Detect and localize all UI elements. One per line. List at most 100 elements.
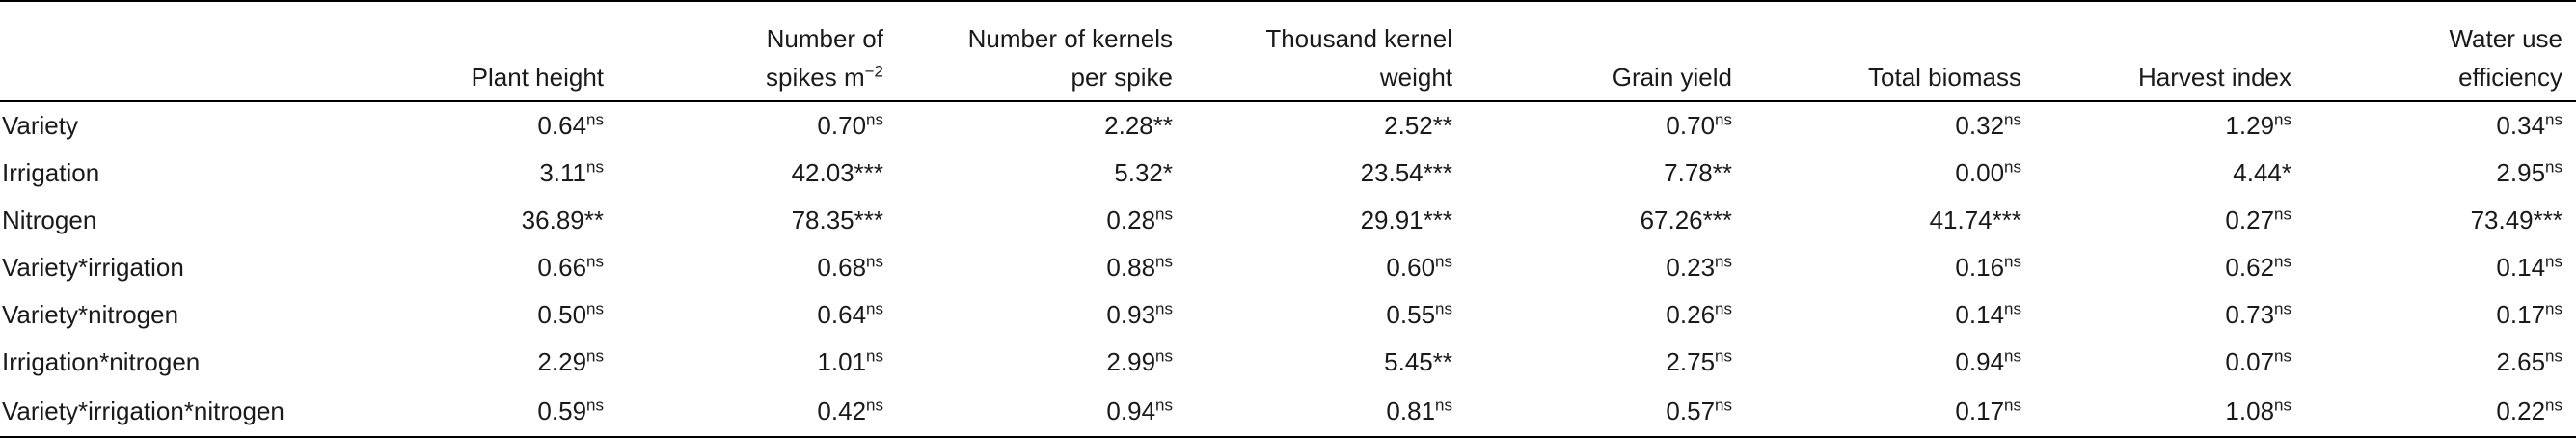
- table-body: Variety 0.64ns 0.70ns 2.28** 2.52** 0.70ns 0.3…: [0, 101, 2576, 438]
- significance-mark: ns: [2004, 346, 2021, 366]
- cell-value: 0.55: [1386, 300, 1436, 329]
- table-cell: 7.78**: [1466, 150, 1746, 197]
- cell-value: 0.62: [2225, 253, 2275, 282]
- table-cell: 0.28ns: [897, 197, 1186, 244]
- header-water-use-efficiency: Water use efficiency: [2305, 0, 2576, 102]
- row-label: Nitrogen: [2, 205, 97, 234]
- significance-mark: ns: [2274, 395, 2291, 414]
- significance-mark: ns: [586, 299, 604, 318]
- row-label: Irrigation: [2, 158, 100, 187]
- significance-mark: ns: [1435, 395, 1452, 414]
- header-exponent: −2: [864, 62, 883, 81]
- table-cell: 0.66ns: [366, 244, 617, 291]
- cell-value: 0.28: [1106, 205, 1156, 234]
- significance-mark: **: [583, 205, 604, 234]
- header-line1: Thousand kernel: [1265, 24, 1452, 53]
- table-cell: 78.35***: [617, 197, 897, 244]
- significance-mark: ns: [2274, 299, 2291, 318]
- table-cell: 0.68ns: [617, 244, 897, 291]
- cell-value: 0.94: [1106, 396, 1156, 425]
- cell-value: 1.29: [2225, 111, 2275, 140]
- table-cell: 1.29ns: [2035, 101, 2305, 150]
- table-cell: 2.28**: [897, 101, 1186, 150]
- table-cell: 0.50ns: [366, 291, 617, 339]
- cell-value: 0.17: [1955, 396, 2005, 425]
- cell-value: 1.01: [817, 347, 867, 376]
- significance-mark: ns: [2545, 110, 2562, 129]
- cell-value: 0.60: [1386, 253, 1436, 282]
- cell-value: 2.29: [537, 347, 587, 376]
- significance-mark: ns: [1155, 252, 1173, 271]
- table-cell: 0.42ns: [617, 386, 897, 438]
- header-thousand-kernel-weight: Thousand kernel weight: [1186, 0, 1466, 102]
- table-cell: 0.23ns: [1466, 244, 1746, 291]
- significance-mark: ns: [2004, 110, 2021, 129]
- table-cell: 0.57ns: [1466, 386, 1746, 438]
- significance-mark: ns: [1715, 299, 1732, 318]
- header-plant-height: Plant height: [366, 0, 617, 102]
- table-cell: 4.44*: [2035, 150, 2305, 197]
- table-cell: 0.26ns: [1466, 291, 1746, 339]
- cell-value: 0.73: [2225, 300, 2275, 329]
- cell-value: 2.95: [2496, 158, 2546, 187]
- table-cell: 0.16ns: [1746, 244, 2035, 291]
- significance-mark: ***: [1423, 205, 1452, 234]
- significance-mark: ns: [2545, 157, 2562, 177]
- significance-mark: ns: [586, 346, 604, 366]
- significance-mark: **: [1712, 158, 1732, 187]
- table-cell: 0.34ns: [2305, 101, 2576, 150]
- significance-mark: ns: [1155, 205, 1173, 224]
- significance-mark: ns: [866, 395, 883, 414]
- table-cell: 0.94ns: [897, 386, 1186, 438]
- header-line2: Plant height: [471, 63, 604, 92]
- table-cell: 0.64ns: [366, 101, 617, 150]
- cell-value: 2.52: [1384, 111, 1433, 140]
- cell-value: 4.44: [2233, 158, 2282, 187]
- cell-value: 2.65: [2496, 347, 2546, 376]
- cell-value: 1.08: [2225, 396, 2275, 425]
- table-cell: 0.93ns: [897, 291, 1186, 339]
- table-cell: 2.52**: [1186, 101, 1466, 150]
- table-cell: 0.27ns: [2035, 197, 2305, 244]
- header-line1: Number of kernels: [967, 24, 1173, 53]
- table-cell: 0.17ns: [1746, 386, 2035, 438]
- header-line1: Number of: [766, 24, 883, 53]
- header-line2: Harvest index: [2138, 63, 2291, 92]
- cell-value: 0.34: [2496, 111, 2546, 140]
- cell-value: 3.11: [539, 158, 587, 187]
- cell-value: 2.75: [1666, 347, 1716, 376]
- header-total-biomass: Total biomass: [1746, 0, 2035, 102]
- cell-value: 0.68: [817, 253, 867, 282]
- table-row: Irrigation 3.11ns 42.03*** 5.32* 23.54*** 7.7…: [0, 150, 2576, 197]
- cell-value: 0.70: [817, 111, 867, 140]
- significance-mark: ns: [2545, 395, 2562, 414]
- cell-value: 0.88: [1106, 253, 1156, 282]
- table-row: Variety*irrigation*nitrogen 0.59ns 0.42ns 0…: [0, 386, 2576, 438]
- table-row: Variety*irrigation 0.66ns 0.68ns 0.88ns 0.60…: [0, 244, 2576, 291]
- row-label: Variety*irrigation*nitrogen: [0, 386, 366, 438]
- header-stub: [0, 0, 366, 102]
- cell-value: 42.03: [791, 158, 854, 187]
- table-cell: 0.32ns: [1746, 101, 2035, 150]
- header-kernels-per-spike: Number of kernels per spike: [897, 0, 1186, 102]
- significance-mark: **: [1432, 111, 1452, 140]
- header-spikes: Number of spikes m−2: [617, 0, 897, 102]
- table-row: Variety*nitrogen 0.50ns 0.64ns 0.93ns 0.55ns…: [0, 291, 2576, 339]
- cell-value: 0.16: [1955, 253, 2005, 282]
- significance-mark: ns: [2545, 299, 2562, 318]
- table-cell: 0.88ns: [897, 244, 1186, 291]
- table-cell: 0.17ns: [2305, 291, 2576, 339]
- cell-value: 7.78: [1664, 158, 1713, 187]
- header-line2: weight: [1379, 63, 1452, 92]
- significance-mark: ns: [586, 252, 604, 271]
- significance-mark: ns: [866, 110, 883, 129]
- table-cell: 29.91***: [1186, 197, 1466, 244]
- significance-mark: ns: [2274, 110, 2291, 129]
- header-line2-wrap: spikes m−2: [617, 58, 897, 96]
- significance-mark: ***: [2533, 205, 2562, 234]
- significance-mark: ns: [1435, 252, 1452, 271]
- significance-mark: ***: [1702, 205, 1732, 234]
- significance-mark: ns: [2545, 252, 2562, 271]
